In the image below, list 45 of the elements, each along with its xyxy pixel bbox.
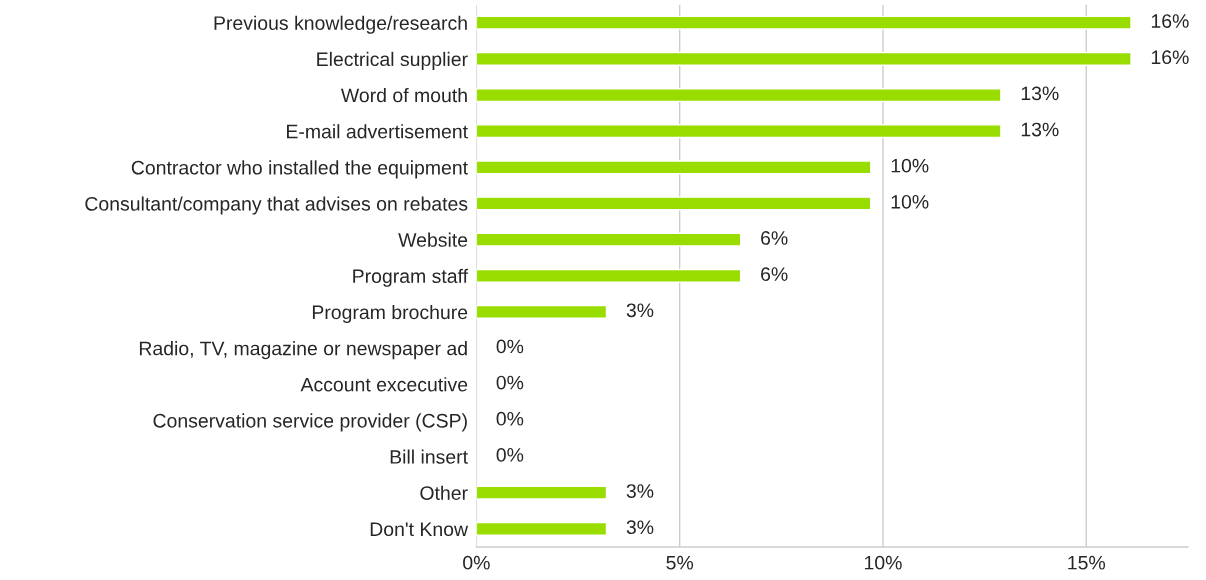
x-tick-label: 15% (1068, 555, 1106, 570)
y-tick-label: Word of mouth (340, 87, 467, 103)
y-tick-label: Radio, TV, magazine or newspaper ad (139, 341, 467, 360)
data-label: 13% (1021, 86, 1059, 101)
data-label: 10% (891, 194, 929, 209)
bar (476, 88, 1002, 103)
data-label: 0% (496, 339, 524, 354)
data-label: 16% (1151, 14, 1189, 28)
data-label: 13% (1021, 122, 1059, 137)
data-label: 0% (496, 448, 524, 462)
bar (476, 521, 608, 536)
bar (476, 304, 608, 319)
data-label: 6% (761, 231, 788, 245)
y-tick-label: Account excecutive (300, 377, 468, 392)
data-label: 0% (496, 375, 524, 390)
x-tick-label: 5% (666, 555, 694, 570)
bar (476, 160, 872, 175)
x-tick-label: 10% (864, 555, 902, 570)
data-label: 0% (496, 411, 524, 426)
x-tick-label: 0% (463, 555, 490, 570)
y-tick-label: Bill insert (390, 449, 468, 464)
y-tick-label: Program staff (353, 268, 469, 287)
data-label: 3% (626, 484, 654, 498)
bar (476, 124, 1002, 139)
data-label: 3% (626, 520, 654, 535)
bar (476, 232, 742, 247)
bar (476, 268, 742, 283)
y-tick-label: Conservation service provider (CSP) (153, 413, 467, 432)
bar (476, 51, 1132, 66)
y-tick-label: Program brochure (312, 304, 468, 324)
y-tick-label: Consultant/company that advises on rebates (85, 196, 468, 215)
data-label: 16% (1151, 50, 1189, 65)
data-label: 10% (891, 158, 929, 173)
bar (476, 15, 1132, 30)
data-label: 6% (761, 267, 788, 282)
data-label: 3% (626, 303, 654, 318)
y-tick-label: Other (420, 485, 468, 500)
y-tick-label: Website (398, 232, 468, 247)
bar (476, 485, 608, 500)
bar (476, 196, 872, 211)
y-tick-label: Previous knowledge/research (214, 15, 467, 34)
y-tick-label: Electrical supplier (317, 51, 468, 70)
y-tick-label: Don't Know (370, 522, 469, 537)
y-tick-label: Contractor who installed the equipment (131, 160, 468, 179)
y-tick-label: E-mail advertisement (287, 124, 468, 139)
